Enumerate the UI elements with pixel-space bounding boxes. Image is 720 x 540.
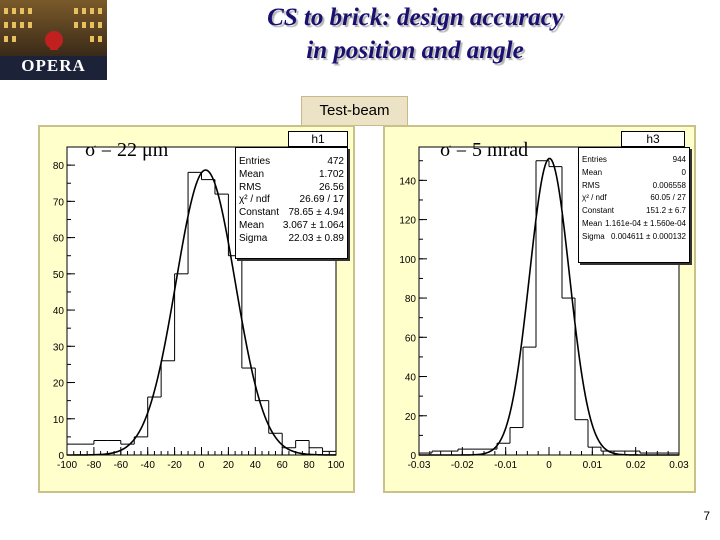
histogram-name-h1: h1 [288,131,348,147]
stat-row: Mean 1.702 [236,169,347,182]
y-tick-label: 80 [53,161,65,172]
stat-value: 0 [681,167,686,177]
page-number: 7 [703,509,710,523]
fit-statistics-box-h3: Entries 944 Mean 0 RMS 0.006558 χ² / ndf 60.05 … [578,147,690,263]
stat-value: 944 [672,155,686,164]
y-tick-label: 140 [399,176,416,187]
stat-row: Constant 151.2 ± 6.7 [579,205,689,218]
x-tick-label: 20 [223,460,235,471]
stat-label: Constant [582,206,615,216]
y-tick-label: 60 [53,234,65,245]
position-sigma-annotation: σ = 22 μm [85,139,169,161]
stat-value: 151.2 ± 6.7 [646,206,686,216]
angle-histogram: 0 20 40 60 80 100 120 140 -0.03 -0.02 -0.01 0 0.01 0.… [399,146,689,471]
x-tick-label: -0.03 [408,460,431,471]
x-tick-label: -100 [57,460,77,471]
y-tick-label: 50 [53,270,65,281]
stat-value: 60.05 / 27 [650,193,686,203]
x-tick-label: 0.02 [626,460,646,471]
logo-text: OPERA [21,56,86,75]
stat-row: Mean 0 [579,167,689,180]
x-tick-label: 0 [546,460,552,471]
stat-value: 0.004611 ± 0.000132 [611,231,686,241]
x-tick-label: -40 [140,460,155,471]
x-tick-label: 60 [277,460,289,471]
x-tick-label: 0 [199,460,205,471]
histogram-panel-position: 0 10 20 30 40 50 60 70 80 -100 -80 -60 -40 -20 0 20 40 60… [38,125,355,493]
stat-value: 22.03 ± 0.89 [288,232,344,244]
stat-label: χ² / ndf [239,194,270,206]
colosseum-illustration [0,0,107,80]
x-tick-label: -80 [87,460,102,471]
stat-value: 78.65 ± 4.94 [288,207,344,219]
stat-label: χ² / ndf [582,193,607,203]
x-tick-label: -0.01 [494,460,517,471]
stat-value: 3.067 ± 1.064 [282,219,344,231]
opera-logo: OPERA [0,0,107,80]
stat-value: 1.161e-04 ± 1.560e-04 [605,218,686,228]
x-tick-label: 40 [250,460,262,471]
stat-row: RMS 0.006558 [579,180,689,193]
fit-statistics-box-h1: Entries 472 Mean 1.702 RMS 26.56 χ² / ndf 26.69… [235,147,348,259]
stat-label: Entries [582,155,607,164]
stat-label: Mean [582,218,603,228]
y-tick-label: 100 [399,255,416,266]
stat-row: Mean 1.161e-04 ± 1.560e-04 [579,218,689,231]
y-tick-label: 70 [53,197,65,208]
stat-row: Entries 472 [236,156,347,169]
y-tick-label: 60 [405,333,417,344]
stat-row: Mean 3.067 ± 1.064 [236,220,347,233]
stat-label: Entries [239,156,271,167]
stat-value: 0.006558 [652,180,686,190]
y-tick-label: 40 [53,306,65,317]
y-tick-label: 40 [405,373,417,384]
stat-value: 26.69 / 17 [299,194,344,206]
stat-label: RMS [239,181,262,193]
histogram-name-h3: h3 [621,131,685,147]
slide-title-line-2: in position and angle [306,37,524,64]
y-tick-label: 0 [410,451,416,462]
x-tick-label: 100 [328,460,345,471]
y-tick-label: 20 [53,379,65,390]
y-tick-label: 10 [53,415,65,426]
stat-row: Sigma 22.03 ± 0.89 [236,233,347,246]
stat-label: Mean [239,219,265,231]
y-tick-label: 120 [399,216,416,227]
stat-row: Entries 944 [579,154,689,167]
stat-row: χ² / ndf 60.05 / 27 [579,192,689,205]
gaussian-fit-curve [67,169,336,456]
x-tick-label: -0.02 [451,460,474,471]
stat-label: Mean [239,168,265,180]
x-tick-label: 80 [304,460,316,471]
stat-label: Constant [239,207,280,219]
stat-value: 26.56 [318,181,344,193]
y-tick-label: 80 [405,294,417,305]
x-tick-label: 0.01 [583,460,603,471]
stat-value: 472 [327,156,344,167]
x-tick-label: -20 [167,460,182,471]
stat-label: Sigma [582,231,605,241]
stat-row: RMS 26.56 [236,182,347,195]
histogram-panel-angle: 0 20 40 60 80 100 120 140 -0.03 -0.02 -0.01 0 0.01 0.… [383,125,696,493]
gaussian-fit-curve [419,157,679,456]
x-tick-label: 0.03 [669,460,689,471]
stat-value: 1.702 [318,168,344,180]
stat-label: Sigma [239,232,268,244]
y-tick-label: 0 [58,451,64,462]
stat-label: RMS [582,180,600,190]
test-beam-label: Test-beam [301,96,408,126]
stat-row: Sigma 0.004611 ± 0.000132 [579,231,689,244]
stat-row: Constant 78.65 ± 4.94 [236,207,347,220]
y-tick-label: 30 [53,342,65,353]
stat-label: Mean [582,167,603,177]
stat-row: χ² / ndf 26.69 / 17 [236,194,347,207]
slide-title-line-1: CS to brick: design accuracy [267,4,563,31]
y-tick-label: 20 [405,412,417,423]
x-tick-label: -60 [114,460,129,471]
angle-sigma-annotation: σ = 5 mrad [440,139,529,161]
